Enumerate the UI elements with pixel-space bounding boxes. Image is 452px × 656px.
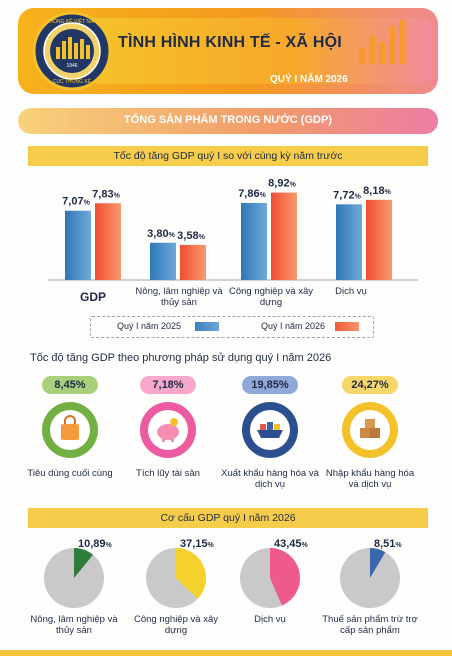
bar-value-label: 8,18% xyxy=(363,185,391,197)
boxes-icon xyxy=(360,419,380,438)
method-category-label: Xuất khẩu hàng hóa và dịch vụ xyxy=(221,468,319,490)
bar-value-label: 8,92% xyxy=(268,178,296,190)
bar-value-label: 3,58% xyxy=(177,230,205,242)
method-ring xyxy=(342,402,398,458)
method-ring xyxy=(242,402,298,458)
method-value-badge: 19,85% xyxy=(242,376,298,394)
pie-category-label: Nông, lâm nghiệp và thủy sản xyxy=(30,614,118,636)
page-title: TÌNH HÌNH KINH TẾ - XÃ HỘI xyxy=(118,34,342,51)
structure-pie xyxy=(44,548,104,608)
structure-pie xyxy=(146,548,206,608)
method-category-label: Tích lũy tài sản xyxy=(136,468,200,479)
bar-2026-0 xyxy=(95,203,121,280)
bar-2025-0 xyxy=(65,210,91,280)
method-ring xyxy=(140,402,196,458)
category-label-agriculture: Nông, lâm nghiệp và thủy sản xyxy=(135,286,223,308)
bar-2025-2 xyxy=(241,202,267,280)
bar-value-label: 7,72% xyxy=(333,189,361,201)
structure-pie xyxy=(340,548,400,608)
emblem-year: 1946 xyxy=(66,63,77,69)
structure-pie xyxy=(240,548,300,608)
bar-2025-1 xyxy=(150,242,176,280)
bar-value-label: 7,83% xyxy=(92,188,120,200)
pie-value-label: 43,45% xyxy=(274,538,308,550)
bar-2026-1 xyxy=(180,244,206,280)
method-category-label: Tiêu dùng cuối cùng xyxy=(27,468,113,479)
bar-2026-2 xyxy=(271,192,297,280)
legend-label-2026: Quý I năm 2026 xyxy=(261,321,326,331)
method-category-label: Nhập khẩu hàng hóa và dịch vụ xyxy=(325,468,415,490)
emblem-bottom-text: CỤC THỐNG KÊ xyxy=(53,77,92,85)
emblem-top-text: THỐNG KÊ VIỆT NAM xyxy=(46,17,97,25)
pie-category-label: Dịch vụ xyxy=(254,614,286,625)
bar-value-label: 7,86% xyxy=(238,188,266,200)
pie-slice xyxy=(270,548,300,606)
pie-value-label: 37,15% xyxy=(180,538,214,550)
shopping-bag-icon xyxy=(61,415,79,440)
chart-legend: Quý I năm 2025 Quý I năm 2026 xyxy=(90,316,374,338)
legend-swatch-2025 xyxy=(195,322,219,331)
method-value-badge: 24,27% xyxy=(342,376,398,394)
category-label-gdp: GDP xyxy=(79,290,106,304)
footer-strip xyxy=(0,650,452,656)
bar-value-label: 7,07% xyxy=(62,196,90,208)
growth-chart-title-bar: Tốc độ tăng GDP quý I so với cùng kỳ năm… xyxy=(28,146,428,166)
pie-slice xyxy=(74,548,93,578)
piggy-bank-icon xyxy=(157,418,179,442)
bar-2025-3 xyxy=(336,204,362,280)
pie-category-label: Thuế sản phẩm trừ trợ cấp sản phẩm xyxy=(322,614,418,636)
pie-slice xyxy=(176,548,206,599)
method-value-badge: 8,45% xyxy=(42,376,98,394)
growth-chart-title: Tốc độ tăng GDP quý I so với cùng kỳ năm… xyxy=(113,150,343,162)
gdp-section-banner: TỔNG SẢN PHẨM TRONG NƯỚC (GDP) xyxy=(18,108,438,134)
gdp-section-title: TỔNG SẢN PHẨM TRONG NƯỚC (GDP) xyxy=(124,114,332,126)
structure-title: Cơ cấu GDP quý I năm 2026 xyxy=(160,512,296,524)
page-subtitle: QUÝ I NĂM 2026 xyxy=(270,74,348,85)
statistics-emblem-icon: THỐNG KÊ VIỆT NAM 1946 CỤC THỐNG KÊ xyxy=(32,11,112,91)
pie-value-label: 8,51% xyxy=(374,538,402,550)
cargo-ship-icon xyxy=(257,422,283,438)
category-label-services: Dịch vụ xyxy=(335,286,367,297)
pie-value-label: 10,89% xyxy=(78,538,112,550)
bar-2026-3 xyxy=(366,199,392,280)
legend-label-2025: Quý I năm 2025 xyxy=(117,321,182,331)
method-value-badge: 7,18% xyxy=(140,376,196,394)
structure-title-bar: Cơ cấu GDP quý I năm 2026 xyxy=(28,508,428,528)
bar-value-label: 3,80% xyxy=(147,228,175,240)
method-ring xyxy=(42,402,98,458)
pie-slice xyxy=(370,548,386,578)
pie-category-label: Công nghiệp và xây dựng xyxy=(134,614,218,636)
growth-bar-chart: 7,07% 3,80% 7,86% 7,72% 7,83% 3,58% 8,92% 8,18% xyxy=(48,178,418,281)
method-section-title: Tốc độ tăng GDP theo phương pháp sử dụng… xyxy=(30,352,332,364)
legend-swatch-2026 xyxy=(335,322,359,331)
category-label-industry: Công nghiệp và xây dựng xyxy=(229,286,313,308)
bar-chart-decoration-icon xyxy=(359,20,405,64)
